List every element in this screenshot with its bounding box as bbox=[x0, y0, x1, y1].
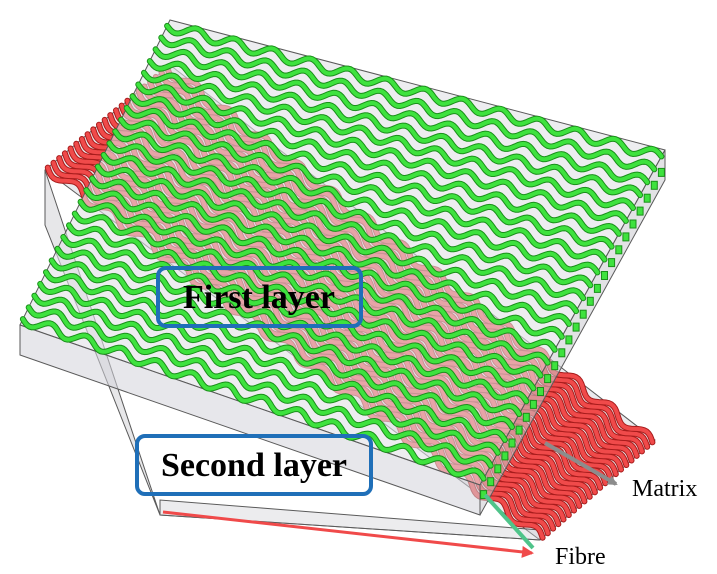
first-layer-label: First layer bbox=[156, 266, 363, 328]
green-fibre-end bbox=[508, 438, 516, 448]
green-fibre bbox=[124, 106, 614, 249]
green-fibre bbox=[78, 199, 557, 352]
green-fibre-end bbox=[565, 335, 573, 345]
green-fibre bbox=[101, 152, 586, 301]
green-fibre bbox=[147, 59, 643, 198]
second-layer-label-box bbox=[135, 434, 373, 496]
green-fibre-end bbox=[501, 451, 509, 461]
green-fibre bbox=[26, 305, 493, 468]
green-fibre-end bbox=[636, 206, 644, 216]
second-layer-label: Second layer bbox=[135, 434, 373, 496]
green-fibre-end bbox=[622, 232, 630, 242]
fibre-arrow-green bbox=[483, 493, 535, 550]
green-fibre-end bbox=[579, 309, 587, 319]
green-fibre-end bbox=[650, 180, 658, 190]
fibre-arrow-red bbox=[162, 510, 534, 558]
green-fibre bbox=[67, 223, 543, 378]
green-fibre-end bbox=[558, 348, 566, 358]
green-fibre bbox=[107, 141, 593, 288]
green-fibre-end bbox=[629, 219, 637, 229]
green-fibre-end bbox=[601, 271, 608, 280]
green-fibre bbox=[44, 270, 514, 429]
first-layer-fibre-ends bbox=[480, 167, 665, 500]
green-fibre bbox=[113, 129, 600, 275]
green-fibre bbox=[153, 47, 650, 185]
green-fibre bbox=[90, 176, 571, 326]
fibre-callout: Fibre bbox=[162, 493, 606, 570]
green-fibre-end bbox=[494, 464, 502, 474]
green-fibre bbox=[84, 188, 564, 339]
green-fibre-end bbox=[529, 399, 537, 409]
matrix-arrow bbox=[543, 441, 618, 486]
first-layer-label-box bbox=[156, 266, 363, 328]
green-fibre-end bbox=[593, 283, 601, 293]
green-fibre bbox=[72, 211, 550, 365]
green-fibre bbox=[136, 82, 628, 223]
green-fibre bbox=[32, 293, 500, 455]
green-fibre bbox=[95, 164, 579, 314]
green-fibre-end bbox=[615, 245, 623, 255]
second-layer-label-text: Second layer bbox=[161, 447, 347, 484]
green-fibre bbox=[142, 70, 635, 210]
green-fibre-end bbox=[544, 374, 552, 384]
green-fibre bbox=[130, 94, 621, 236]
green-fibre-end bbox=[515, 425, 523, 435]
green-fibre-end bbox=[572, 322, 580, 332]
matrix-callout: Matrix bbox=[543, 441, 697, 502]
green-fibre-end bbox=[643, 193, 651, 203]
green-fibre-end bbox=[657, 167, 665, 177]
green-fibre bbox=[49, 258, 522, 417]
green-fibre-end bbox=[537, 387, 544, 396]
fibre-label: Fibre bbox=[555, 544, 606, 570]
green-fibre bbox=[38, 281, 507, 442]
matrix-label: Matrix bbox=[632, 476, 697, 502]
first-layer-label-text: First layer bbox=[183, 279, 335, 316]
green-fibre-end bbox=[522, 412, 530, 422]
green-fibre bbox=[61, 235, 536, 391]
first-layer-fibres bbox=[19, 22, 665, 482]
green-fibre bbox=[20, 317, 486, 481]
green-fibre bbox=[159, 35, 657, 172]
green-fibre-end bbox=[586, 296, 594, 306]
green-fibre-end bbox=[551, 361, 559, 371]
green-fibre-end bbox=[608, 258, 616, 268]
green-fibre bbox=[165, 23, 664, 159]
green-fibre bbox=[119, 117, 607, 262]
green-fibre-end bbox=[487, 477, 495, 487]
first-layer bbox=[19, 19, 666, 516]
